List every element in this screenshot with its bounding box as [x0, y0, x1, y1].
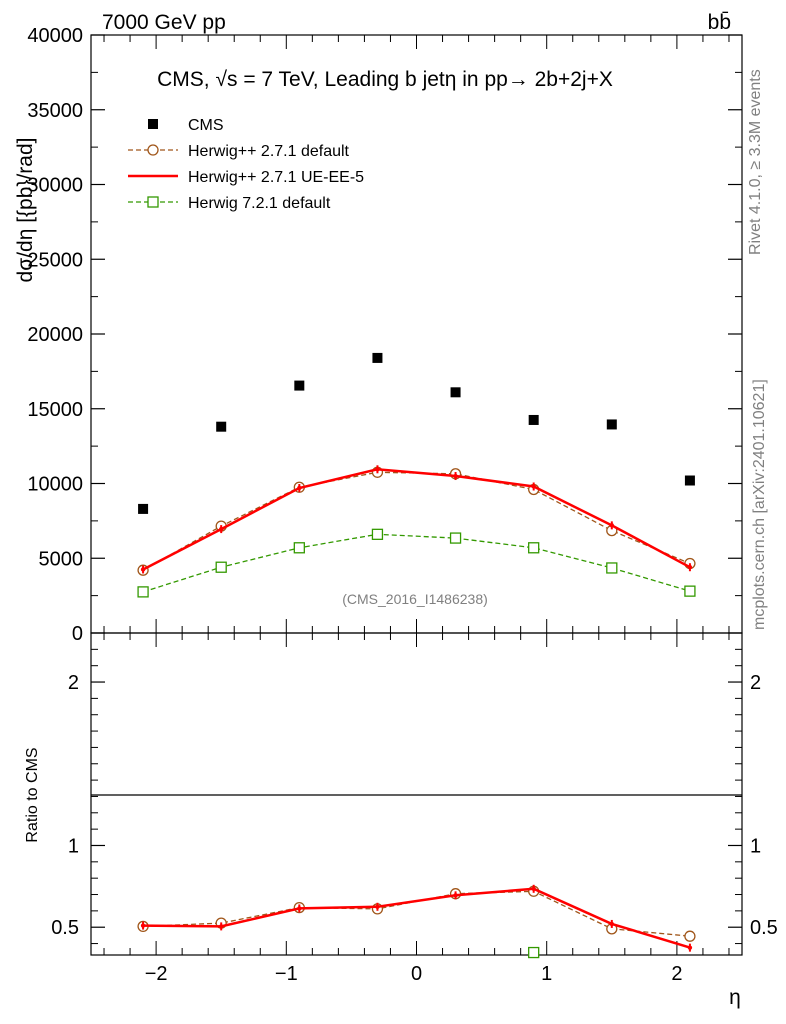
main-x-ticks [103, 35, 730, 633]
main-herwig7-default-marker [606, 562, 618, 574]
ratio-herwigpp-ue-ee-5-point [453, 893, 458, 898]
main-herwig7-default-marker [449, 532, 462, 544]
main-herwigpp-default-line [142, 471, 691, 571]
ratio-herwig7-default-marker [528, 946, 540, 959]
ratio-frame [90, 632, 743, 956]
ratio-herwigpp-ue-ee-5-point [219, 924, 224, 929]
ratio-y-tick-label-right: 2 [750, 672, 761, 694]
ratio-x-ticks: −2 −1 0 1 2 [103, 633, 730, 985]
x-tick-label: −2 [145, 963, 168, 985]
main-herwigpp-ue-ee-5-point [297, 485, 302, 491]
main-herwig7-default-marker [137, 586, 149, 598]
ratio-y-ticks: 0.5 0.5 1 1 2 2 [51, 648, 778, 945]
x-axis-label: η [729, 986, 741, 1009]
main-herwigpp-ue-ee-5-line [142, 468, 691, 571]
ratio-herwigpp-ue-ee-5-line [143, 887, 691, 949]
ratio-herwigpp-ue-ee-5-point [531, 886, 536, 892]
legend-cms-marker [148, 119, 158, 129]
main-cms-point [606, 419, 617, 430]
ratio-herwigpp-ue-ee-5-point [687, 945, 693, 950]
ratio-herwigpp-ue-ee-5-point [609, 921, 614, 927]
main-panel: 0 5000 10000 15000 20000 25000 30000 35000 40000… [14, 25, 743, 645]
main-herwigpp-ue-ee-5-point [609, 523, 614, 528]
main-cms-point [294, 380, 305, 391]
main-cms-point [528, 414, 539, 425]
main-y-tick-label: 15000 [27, 399, 83, 421]
ratio-herwigpp-ue-ee-5-point [375, 904, 380, 909]
header-left-label: 7000 GeV pp [102, 11, 226, 34]
main-y-tick-label: 10000 [27, 474, 83, 496]
main-cms-point [216, 421, 227, 432]
mcplots-label: mcplots.cern.ch [arXiv:2401.10621] [751, 379, 768, 630]
main-herwigpp-ue-ee-5-point [140, 567, 146, 572]
legend-herwig7-default-marker [147, 196, 159, 208]
ratio-y-tick-label-right: 1 [750, 835, 761, 857]
legend-cms-label: CMS [188, 117, 224, 134]
ratio-y-tick-label: 1 [68, 835, 79, 857]
x-tick-label: 0 [411, 963, 422, 985]
main-y-axis-label: dσ/dη [{pb}/rad] [14, 138, 37, 283]
legend-herwigpp-ue-ee-5-label: Herwig++ 2.7.1 UE-EE-5 [188, 169, 364, 186]
main-herwig7-default-marker [371, 528, 384, 540]
legend-herwig7-default-label: Herwig 7.2.1 default [188, 195, 331, 212]
main-herwig7-default-marker [528, 542, 540, 554]
x-tick-label: −1 [275, 963, 298, 985]
legend-herwigpp-default-label: Herwig++ 2.7.1 default [188, 143, 350, 160]
ratio-herwigpp-ue-ee-5-point [297, 906, 302, 911]
x-tick-label: 1 [541, 963, 552, 985]
ratio-y-tick-label-right: 0.5 [750, 917, 778, 939]
legend: CMS Herwig++ 2.7.1 default Herwig++ 2.7.1 … [128, 117, 364, 212]
main-herwigpp-ue-ee-5-point [687, 565, 693, 570]
ratio-y-tick-label: 2 [68, 672, 79, 694]
main-y-tick-label: 0 [72, 623, 83, 645]
main-y-tick-label: 40000 [27, 25, 83, 47]
main-herwig7-default-marker [293, 542, 305, 554]
analysis-watermark: (CMS_2016_I1486238) [342, 591, 488, 607]
ratio-y-axis-label: Ratio to CMS [24, 747, 41, 842]
ratio-herwigpp-default-marker [684, 930, 696, 942]
main-y-ticks: 0 5000 10000 15000 20000 25000 30000 35000 40000 [27, 25, 742, 645]
main-herwigpp-ue-ee-5-point [531, 484, 536, 489]
main-cms-point [684, 475, 695, 486]
header-right-label: bb̄ [708, 11, 731, 34]
main-herwigpp-ue-ee-5-point [219, 526, 224, 532]
ratio-herwigpp-ue-ee-5-point [140, 923, 146, 928]
chart-title: CMS, √s = 7 TeV, Leading b jetη in pp→ 2… [157, 68, 613, 91]
main-herwig7-default-line [142, 533, 691, 593]
main-herwig7-default-marker [215, 561, 227, 573]
x-tick-label: 2 [671, 963, 682, 985]
main-y-tick-label: 20000 [27, 324, 83, 346]
main-herwig7-default-marker [684, 585, 696, 597]
main-y-tick-label: 30000 [27, 175, 83, 197]
legend-herwigpp-default-marker [147, 144, 159, 156]
main-herwigpp-ue-ee-5-point [375, 467, 380, 472]
main-y-tick-label: 25000 [27, 249, 83, 271]
ratio-y-tick-label: 0.5 [51, 917, 79, 939]
main-y-tick-label: 35000 [27, 100, 83, 122]
ratio-panel: 0.5 0.5 1 1 2 2 −2 −1 0 1 2 Ratio to CMS η [24, 632, 778, 1009]
main-herwigpp-ue-ee-5-point [453, 473, 458, 479]
ratio-series [137, 884, 696, 959]
main-y-tick-label: 5000 [39, 548, 84, 570]
main-series [137, 352, 696, 598]
main-cms-point [138, 503, 149, 514]
main-cms-point [450, 387, 461, 398]
main-cms-point [372, 352, 383, 363]
rivet-version-label: Rivet 4.1.0, ≥ 3.3M events [747, 69, 764, 255]
